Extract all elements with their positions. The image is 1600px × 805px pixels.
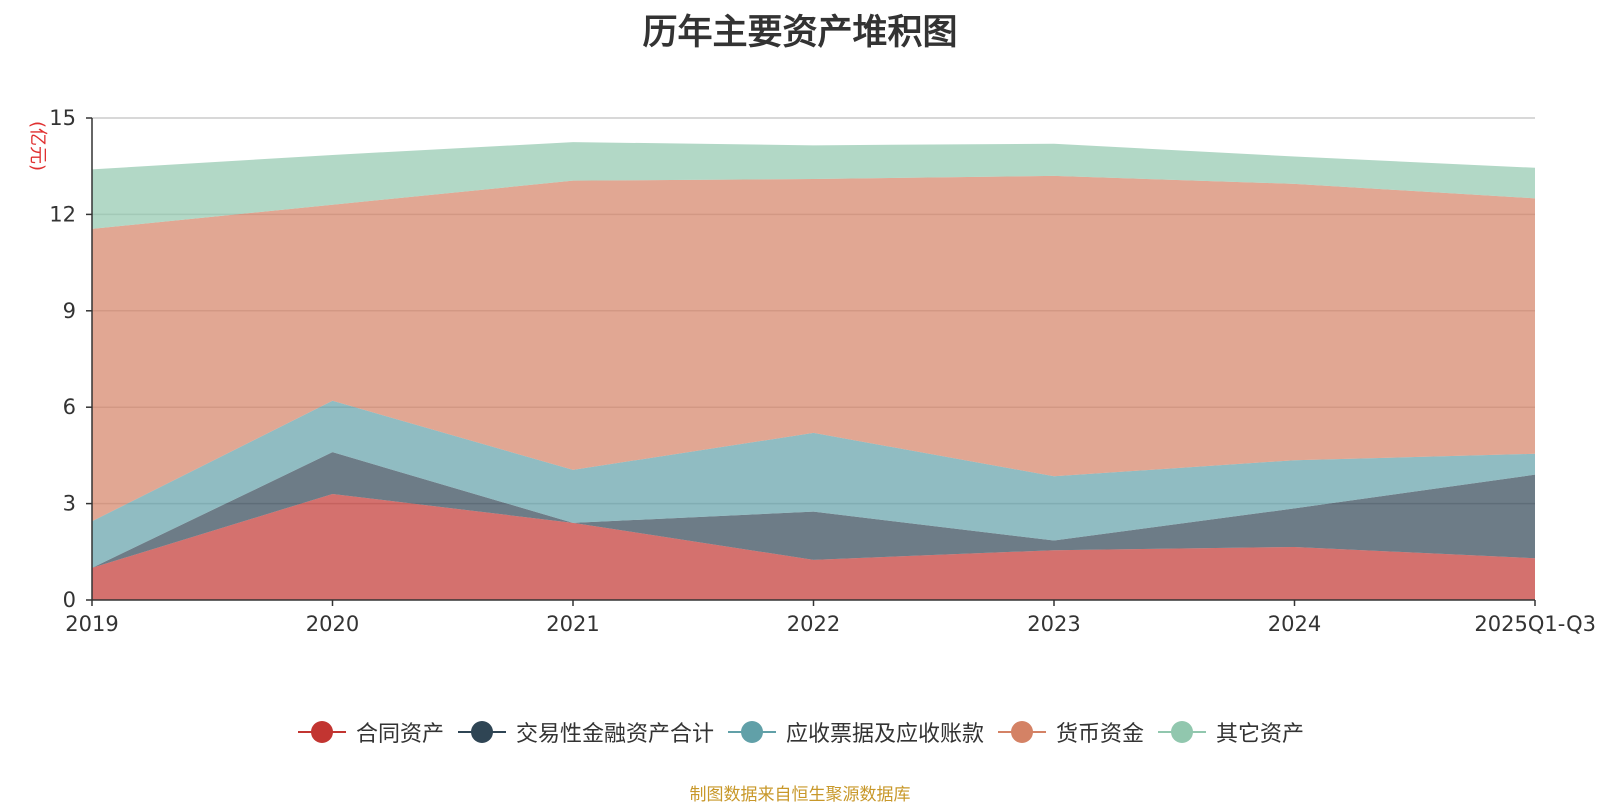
legend-item[interactable]: 货币资金 [996,716,1144,748]
y-tick-label: 3 [63,492,76,516]
area-series-4 [92,142,1535,229]
area-series [92,142,1535,600]
legend-item[interactable]: 应收票据及应收账款 [726,716,984,748]
y-tick-label: 0 [63,588,76,612]
legend-item[interactable]: 合同资产 [296,716,444,748]
legend-marker-icon [1158,721,1207,743]
x-tick-label: 2024 [1268,612,1321,636]
legend: 合同资产 交易性金融资产合计 应收票据及应收账款 货币资金 其它资产 [0,716,1600,748]
legend-marker-icon [297,721,346,743]
legend-label: 交易性金融资产合计 [515,722,714,747]
legend-label: 合同资产 [355,722,444,747]
area-series-3 [92,175,1535,522]
legend-marker-icon [457,721,506,743]
x-tick-label: 2021 [546,612,599,636]
source-note: 制图数据来自恒生聚源数据库 [689,785,911,805]
chart-title: 历年主要资产堆积图 [642,13,958,53]
x-ticks: 2019 2020 2021 2022 2023 2024 2025Q1-Q3 [65,600,1596,636]
x-tick-label: 2025Q1-Q3 [1474,612,1596,636]
legend-marker-icon [998,721,1046,743]
legend-label: 货币资金 [1056,722,1145,747]
y-axis-unit-label: (亿元) [27,121,48,171]
area-series-2 [92,400,1535,568]
x-tick-label: 2020 [306,612,359,636]
area-series-1 [92,452,1535,568]
legend-item[interactable]: 其它资产 [1156,716,1304,748]
x-tick-label: 2023 [1027,612,1080,636]
y-tick-label: 9 [63,299,76,323]
y-ticks: 0 3 6 9 12 15 [49,106,92,612]
legend-marker-icon [727,721,776,743]
y-tick-label: 15 [49,106,76,130]
x-tick-label: 2022 [787,612,840,636]
y-tick-label: 6 [63,395,76,419]
x-tick-label: 2019 [65,612,118,636]
legend-label: 应收票据及应收账款 [785,722,984,747]
area-series-0 [92,493,1535,600]
legend-label: 其它资产 [1216,722,1305,747]
legend-item[interactable]: 交易性金融资产合计 [456,716,714,748]
y-tick-label: 12 [49,202,76,226]
